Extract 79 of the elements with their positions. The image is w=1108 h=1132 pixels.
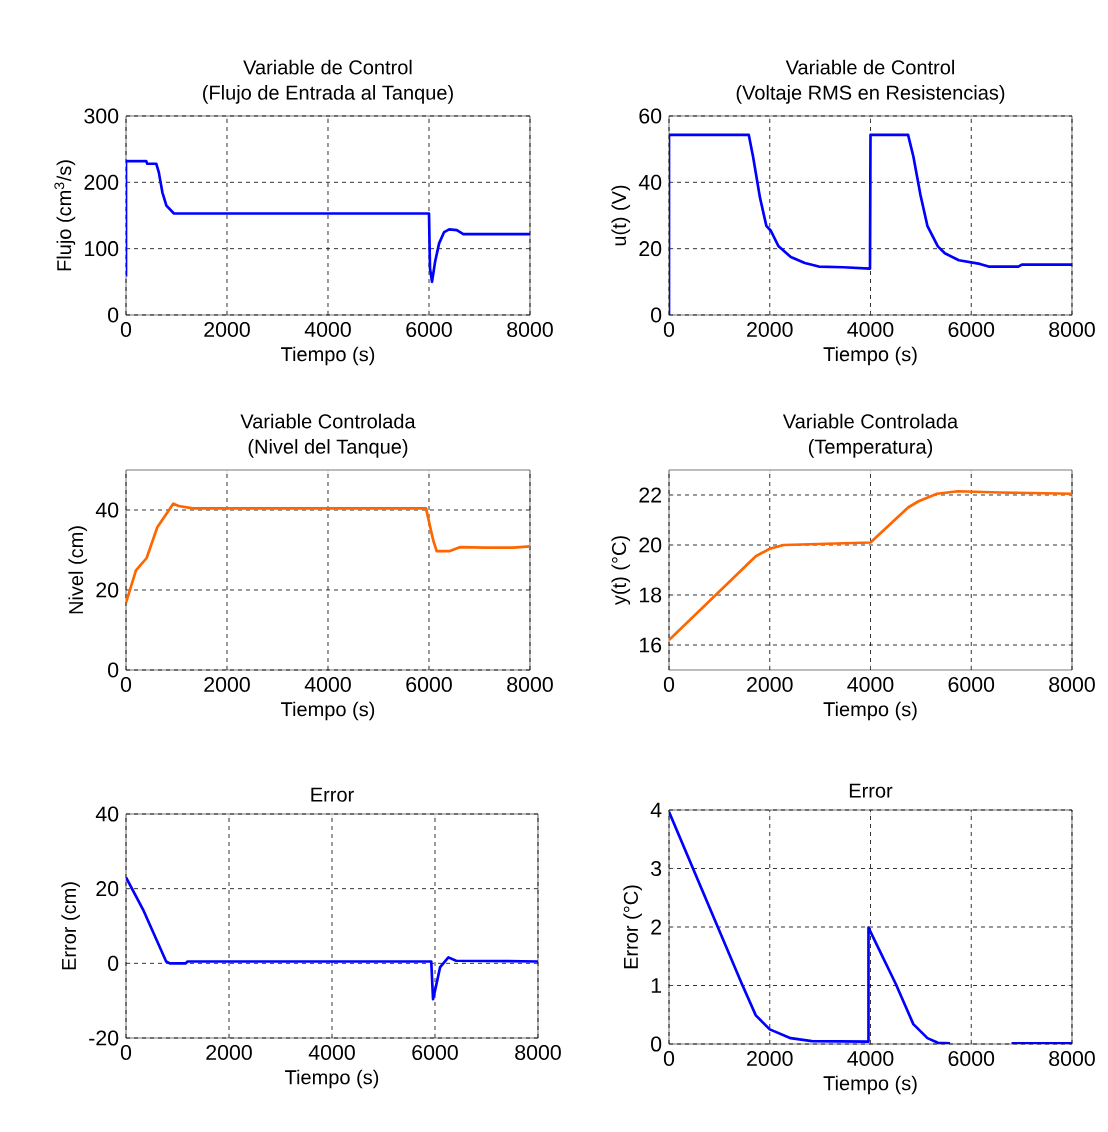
x-tick-label: 0 <box>663 321 675 338</box>
chart-title: Variable Controlada <box>782 413 959 429</box>
x-axis-title: Tiempo (s) <box>823 346 917 366</box>
chart-title: Variable Controlada <box>240 413 416 429</box>
y-axis-title: Nivel (cm) <box>68 526 88 614</box>
x-tick-label: 8000 <box>507 676 553 693</box>
y-axis-title: Error (cm) <box>61 882 80 970</box>
y-tick-label: 20 <box>639 241 662 257</box>
y-tick-label: 4 <box>650 802 662 818</box>
line-series <box>126 876 538 1001</box>
x-tick-label: 6000 <box>406 676 452 693</box>
x-tick-label: 8000 <box>1049 676 1095 693</box>
x-tick-label: 0 <box>120 321 132 338</box>
x-axis-title: Tiempo (s) <box>281 701 375 721</box>
chart-subtitle: (Nivel del Tanque) <box>248 439 408 458</box>
y-axis-title: Error (°C) <box>623 885 642 969</box>
x-tick-label: 2000 <box>747 321 793 338</box>
y-tick-label: 40 <box>95 502 119 518</box>
x-tick-label: 8000 <box>1049 321 1095 338</box>
y-tick-label: 40 <box>638 174 662 190</box>
x-tick-label: 0 <box>120 1044 132 1061</box>
y-tick-label: 20 <box>96 582 119 598</box>
x-tick-label: 4000 <box>304 321 351 338</box>
y-axis-title: Flujo (cm$^{3}$/s) <box>54 160 76 271</box>
y-tick-label: 1 <box>651 978 662 993</box>
y-tick-label: 200 <box>84 174 119 190</box>
y-tick-label: 22 <box>639 487 661 503</box>
chart-title: Variable de Control <box>243 59 412 75</box>
y-tick-label: 100 <box>85 241 119 257</box>
y-tick-label: 40 <box>95 806 119 822</box>
chart-subtitle: (Voltaje RMS en Resistencias) <box>736 85 1005 104</box>
chart-title: Variable de Control <box>785 59 954 75</box>
line-series <box>669 489 1072 642</box>
x-tick-label: 2000 <box>747 1050 793 1067</box>
y-tick-label: -20 <box>89 1030 119 1046</box>
chart-subtitle: (Flujo de Entrada al Tanque) <box>203 85 453 104</box>
y-tick-label: 0 <box>651 307 662 323</box>
x-tick-label: 2000 <box>204 321 250 338</box>
y-tick-label: 2 <box>651 919 661 935</box>
x-tick-label: 8000 <box>1049 1050 1095 1067</box>
y-axis-title: y(t) (°C) <box>611 536 631 606</box>
y-tick-label: 60 <box>639 108 662 124</box>
y-tick-label: 300 <box>84 108 119 124</box>
x-tick-label: 8000 <box>515 1044 561 1061</box>
x-tick-label: 4000 <box>304 676 351 693</box>
x-tick-label: 0 <box>120 676 132 693</box>
x-axis-title: Tiempo (s) <box>281 346 375 366</box>
x-tick-label: 2000 <box>204 676 250 693</box>
x-tick-label: 6000 <box>948 321 995 338</box>
y-tick-label: 20 <box>639 537 662 553</box>
x-tick-label: 2000 <box>206 1044 252 1061</box>
chart-subtitle: (Temperatura) <box>808 439 933 458</box>
y-axis-title: u(t) (V) <box>611 185 631 246</box>
x-tick-label: 4000 <box>847 321 894 338</box>
x-tick-label: 2000 <box>747 676 793 693</box>
x-tick-label: 4000 <box>308 1044 355 1061</box>
line-series <box>126 159 530 284</box>
x-tick-label: 6000 <box>406 321 452 338</box>
y-tick-label: 3 <box>651 860 662 877</box>
x-tick-label: 4000 <box>847 676 894 693</box>
y-tick-label: 0 <box>108 307 119 323</box>
y-tick-label: 20 <box>96 881 119 897</box>
x-tick-label: 8000 <box>507 321 553 338</box>
x-tick-label: 0 <box>663 676 675 693</box>
x-axis-title: Tiempo (s) <box>285 1069 379 1089</box>
x-axis-title: Tiempo (s) <box>823 701 917 721</box>
chart-title: Error <box>849 783 893 798</box>
x-tick-label: 6000 <box>948 1050 995 1067</box>
y-tick-label: 0 <box>108 955 119 971</box>
line-series <box>126 502 530 605</box>
x-tick-label: 4000 <box>847 1050 894 1067</box>
y-tick-label: 18 <box>639 587 662 603</box>
y-tick-label: 0 <box>108 662 119 678</box>
x-tick-label: 6000 <box>948 676 995 693</box>
x-axis-title: Tiempo (s) <box>823 1075 917 1095</box>
x-tick-label: 6000 <box>412 1044 458 1061</box>
x-tick-label: 0 <box>663 1050 675 1067</box>
chart-title: Error <box>311 787 354 802</box>
y-tick-label: 16 <box>639 637 662 653</box>
